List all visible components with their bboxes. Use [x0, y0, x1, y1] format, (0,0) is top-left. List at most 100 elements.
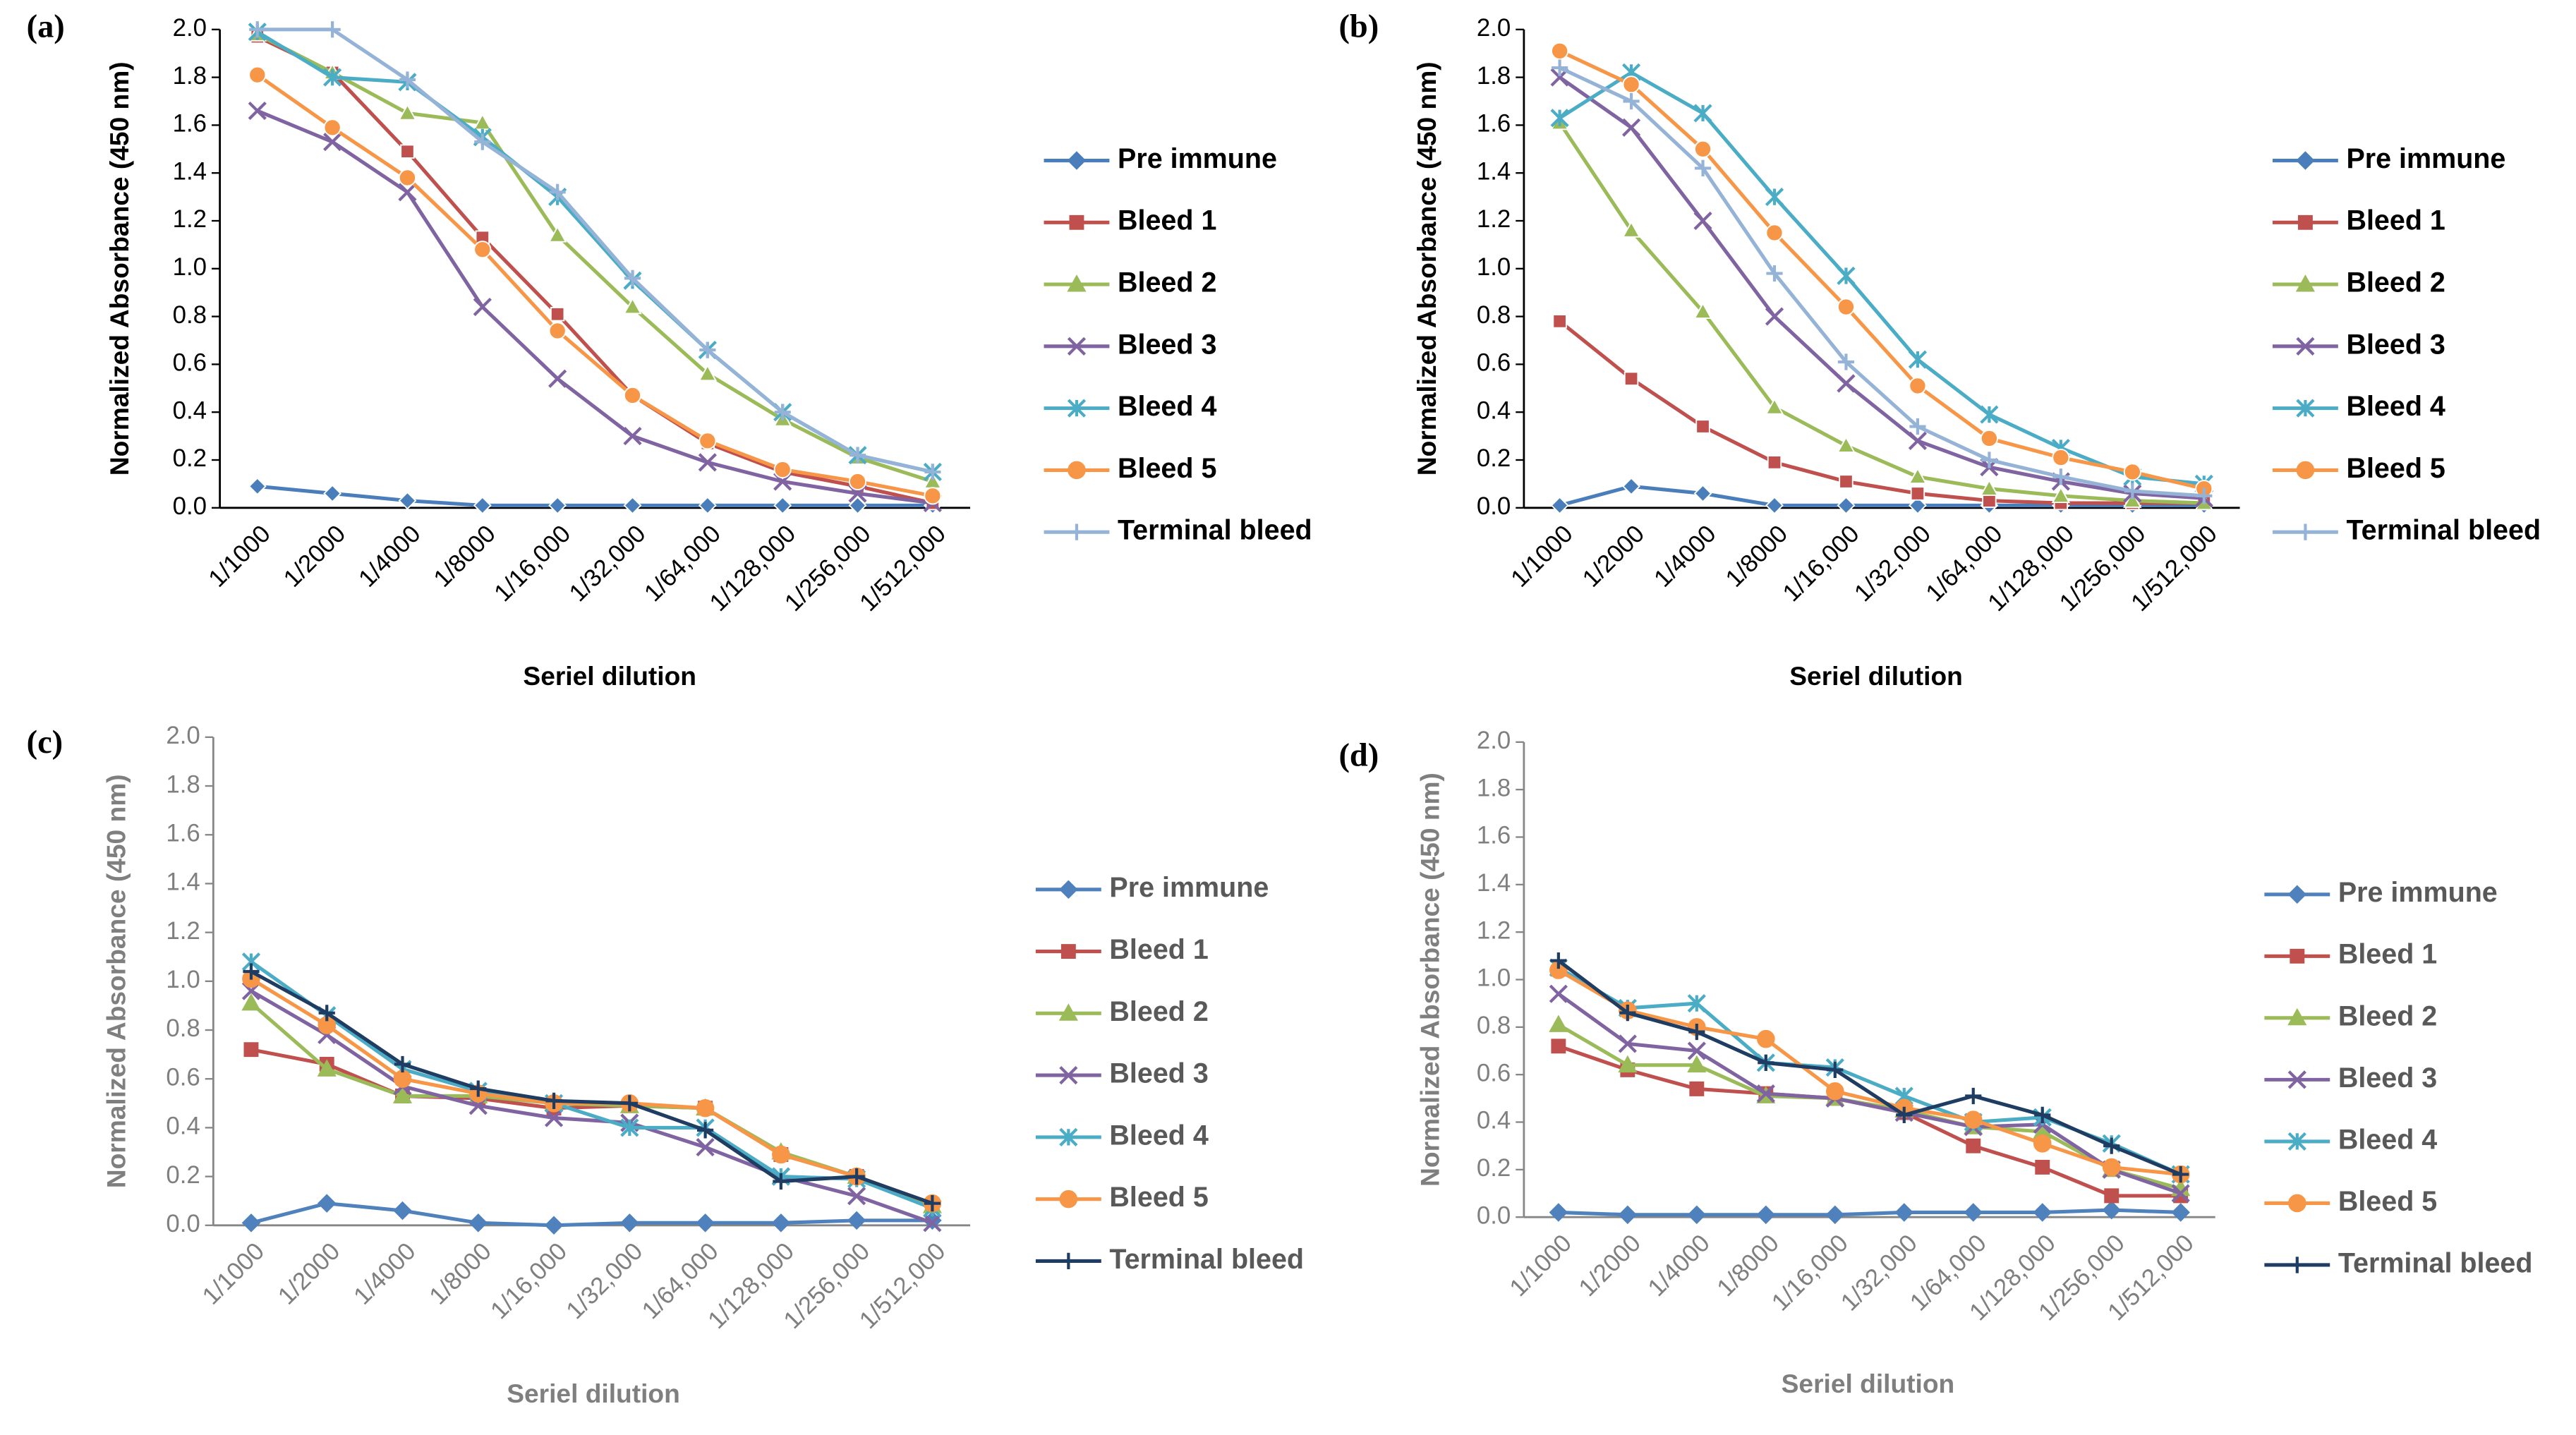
data-point	[243, 963, 260, 980]
data-point	[1837, 353, 1855, 370]
legend-marker	[2296, 337, 2315, 356]
data-point	[1693, 484, 1712, 503]
data-point	[2171, 1184, 2190, 1203]
series-line	[1557, 966, 2182, 1176]
data-point	[1765, 224, 1784, 242]
data-point	[1766, 265, 1783, 282]
data-point	[248, 101, 267, 121]
data-point	[1549, 961, 1568, 979]
data-point	[2033, 1134, 2052, 1153]
data-point	[698, 496, 717, 515]
data-point	[2124, 483, 2141, 499]
legend-label: Terminal bleed	[1109, 1244, 1304, 1275]
data-point	[399, 71, 416, 88]
data-point	[548, 322, 567, 340]
legend-label: Bleed 1	[1109, 934, 1208, 965]
data-point	[1549, 1015, 1568, 1032]
series-line	[1559, 66, 2204, 498]
data-point	[773, 1173, 790, 1190]
y-tick-label: 0.4	[1477, 396, 1511, 424]
y-tick-label: 0.6	[173, 349, 207, 377]
legend-marker	[1067, 274, 1087, 292]
legend-marker	[1068, 523, 1085, 540]
data-point	[1837, 298, 1855, 316]
data-point	[241, 993, 261, 1011]
y-tick-label: 0.8	[1477, 1012, 1511, 1039]
data-point	[544, 1216, 564, 1235]
y-tick-label: 0.2	[1477, 1154, 1511, 1182]
series-line	[256, 32, 933, 483]
data-point	[1550, 952, 1567, 969]
data-point	[398, 183, 417, 202]
data-point	[771, 1213, 791, 1233]
legend-label: Bleed 5	[1118, 453, 1216, 484]
legend-label: Bleed 2	[1109, 996, 1208, 1027]
data-point	[1550, 109, 1569, 128]
data-point	[1757, 1029, 1775, 1048]
legend-label: Bleed 4	[2346, 391, 2445, 422]
x-tick-label: 1/4000	[353, 520, 426, 593]
legend-label: Terminal bleed	[2346, 515, 2541, 546]
legend-label: Bleed 2	[1118, 267, 1216, 298]
x-tick-label: 1/2000	[1573, 1229, 1646, 1302]
data-point	[2104, 1188, 2120, 1204]
y-tick-label: 1.0	[1477, 253, 1511, 281]
series-line	[257, 28, 933, 474]
data-point	[2035, 1160, 2050, 1175]
legend-marker	[2296, 399, 2315, 418]
data-point	[393, 1201, 412, 1221]
data-point	[2196, 488, 2213, 504]
data-point	[1693, 302, 1712, 320]
data-point	[323, 484, 342, 503]
data-point	[773, 461, 792, 479]
data-point	[1767, 455, 1782, 470]
y-tick-label: 1.6	[1477, 822, 1511, 849]
data-point	[249, 21, 266, 38]
x-tick-label: 1/1000	[197, 1237, 270, 1310]
legend-label: Pre immune	[2338, 877, 2498, 908]
data-point	[1693, 211, 1712, 231]
series-line	[1558, 1208, 2181, 1217]
data-point	[1618, 1034, 1637, 1053]
data-point	[924, 1195, 941, 1212]
data-point	[392, 1086, 413, 1103]
legend-marker	[2288, 1194, 2306, 1213]
data-point	[393, 1070, 412, 1088]
data-point	[848, 473, 867, 490]
data-point	[1825, 1205, 1845, 1225]
y-tick-label: 0.2	[166, 1161, 200, 1189]
x-tick-label: 1/2000	[278, 520, 351, 593]
data-point	[2052, 449, 2070, 467]
series-line	[257, 484, 933, 507]
data-point	[548, 225, 567, 243]
x-axis-title: Seriel dilution	[1782, 1369, 1955, 1398]
legend-marker	[2290, 948, 2305, 964]
data-point	[1552, 314, 1567, 329]
data-point	[398, 103, 417, 121]
y-tick-label: 1.2	[173, 205, 207, 233]
x-tick-label: 1/32,000	[564, 520, 651, 607]
x-tick-label: 1/8000	[428, 520, 501, 593]
y-tick-label: 1.8	[1477, 774, 1511, 801]
x-axis-title: Seriel dilution	[1789, 661, 1963, 691]
y-tick-label: 1.6	[173, 110, 207, 138]
data-point	[1622, 75, 1640, 94]
data-point	[1765, 397, 1784, 415]
series-line	[250, 989, 933, 1225]
data-point	[2123, 491, 2142, 508]
data-point	[1839, 474, 1854, 489]
data-point	[545, 1092, 562, 1109]
data-point	[1694, 159, 1712, 177]
data-point	[1695, 419, 1710, 434]
data-point	[1621, 118, 1641, 137]
data-point	[548, 369, 567, 388]
legend-marker	[2289, 1257, 2306, 1273]
x-tick-label: 1/16,000	[1777, 520, 1864, 607]
x-tick-label: 1/2000	[1577, 520, 1650, 593]
y-tick-label: 2.0	[166, 722, 200, 749]
x-tick-label: 1/1000	[1506, 520, 1578, 593]
data-point	[323, 133, 342, 152]
y-axis-title: Normalized Absorbance (450 nm)	[1415, 773, 1445, 1187]
y-tick-label: 0.0	[166, 1210, 200, 1237]
